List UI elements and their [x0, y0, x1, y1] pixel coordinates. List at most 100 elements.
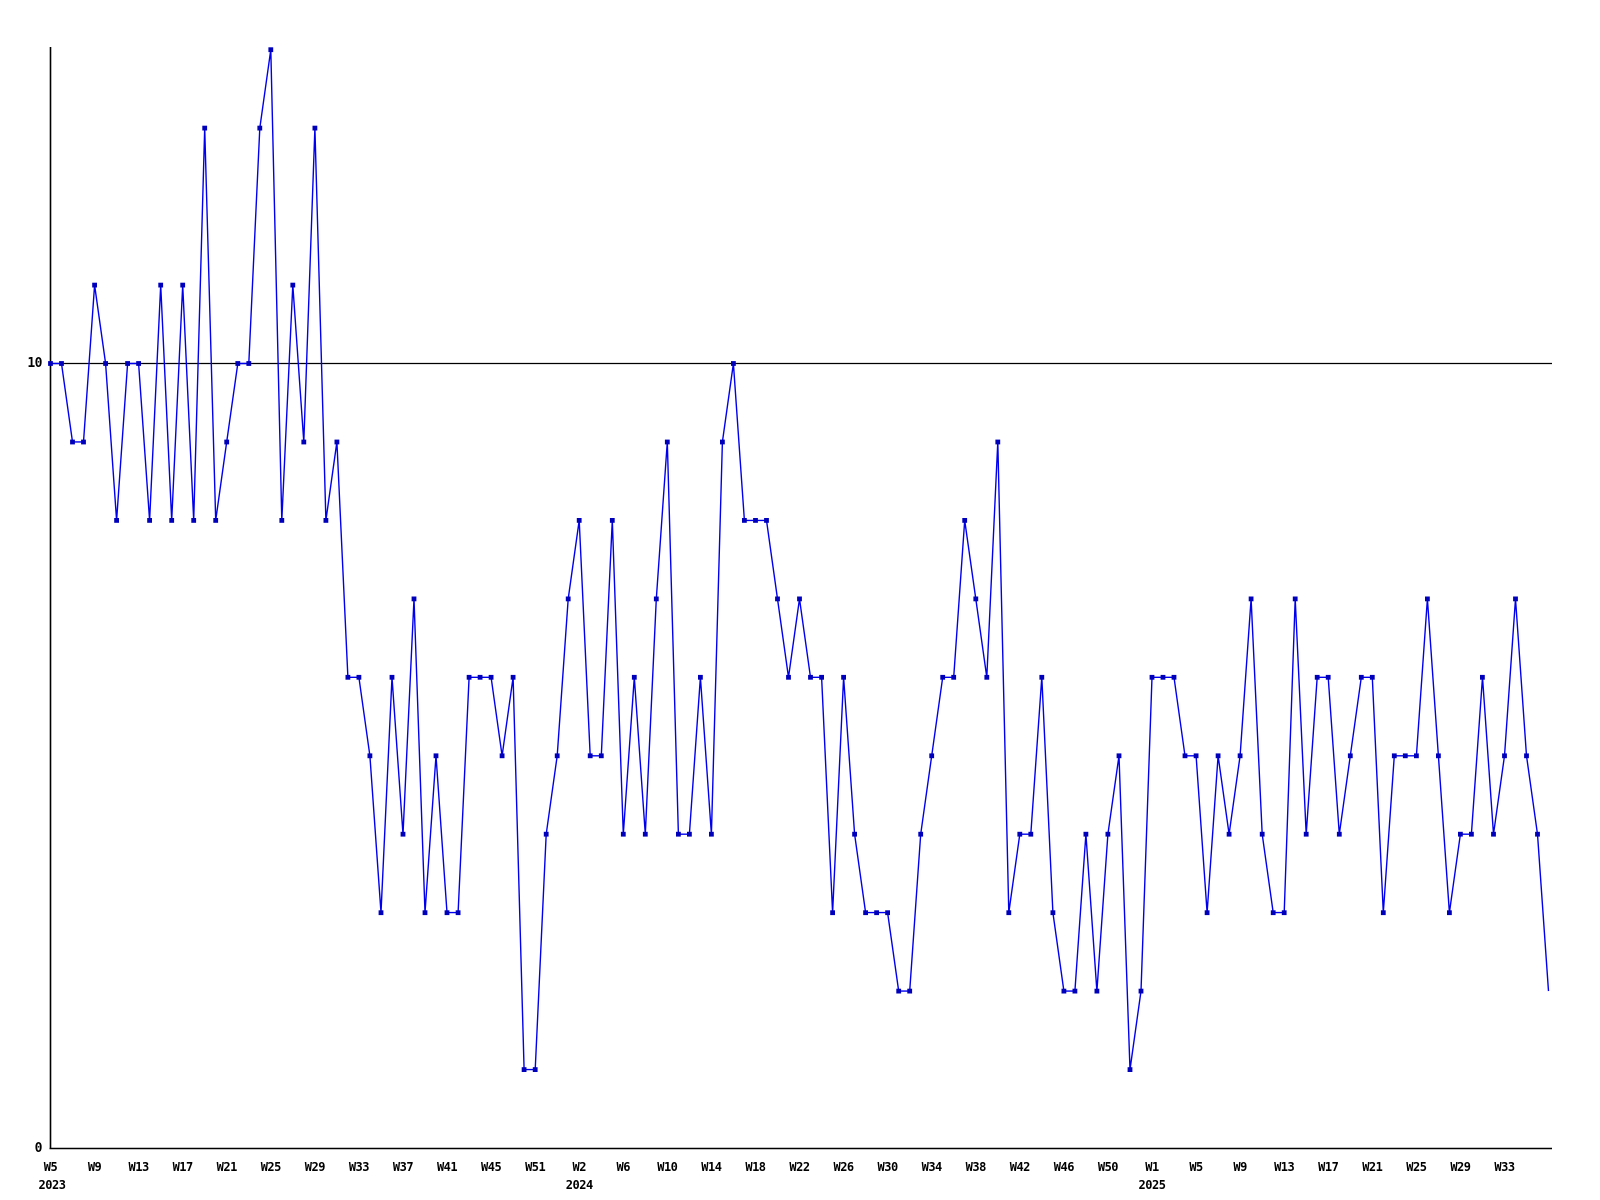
- data-point-marker: [1182, 753, 1188, 759]
- data-point-marker: [1149, 674, 1155, 680]
- data-point-marker: [1138, 988, 1144, 994]
- data-point-marker: [1083, 831, 1089, 837]
- data-point-marker: [698, 674, 703, 680]
- data-point-marker: [775, 596, 780, 602]
- data-point-marker: [367, 753, 373, 759]
- x-tick-label: W22: [789, 1160, 809, 1174]
- x-tick-label: W21: [217, 1160, 237, 1174]
- x-tick-label: W21: [1362, 1160, 1382, 1174]
- x-tick-label: W5: [44, 1160, 58, 1174]
- data-point-marker: [1447, 910, 1452, 916]
- x-tick-label: W38: [966, 1160, 986, 1174]
- data-point-marker: [356, 674, 362, 680]
- data-point-marker: [213, 518, 219, 523]
- x-tick-label: W26: [833, 1160, 853, 1174]
- data-point-marker: [1524, 753, 1529, 759]
- data-point-marker: [389, 674, 395, 680]
- data-point-marker: [929, 753, 935, 759]
- data-point-marker: [411, 596, 417, 602]
- data-point-marker: [1248, 596, 1254, 602]
- data-point-marker: [609, 518, 615, 523]
- data-point-marker: [1391, 753, 1397, 759]
- x-tick-label: W34: [922, 1160, 942, 1174]
- x-tick-label: W50: [1098, 1160, 1118, 1174]
- data-point-marker: [642, 831, 648, 837]
- x-tick-label: W2: [572, 1160, 586, 1174]
- data-point-marker: [510, 674, 516, 680]
- data-point-marker: [543, 831, 549, 837]
- data-point-marker: [70, 439, 75, 445]
- data-point-marker: [598, 753, 604, 759]
- data-point-marker: [863, 910, 868, 916]
- data-point-marker: [532, 1067, 538, 1072]
- x-tick-label: W51: [525, 1160, 545, 1174]
- data-point-marker: [400, 831, 406, 837]
- data-point-marker: [488, 674, 494, 680]
- data-point-marker: [1358, 674, 1364, 680]
- x-tick-label: W25: [261, 1160, 281, 1174]
- x-tick-label: W42: [1010, 1160, 1030, 1174]
- data-point-marker: [852, 831, 857, 837]
- data-point-marker: [687, 831, 692, 837]
- data-point-marker: [1469, 831, 1474, 837]
- data-point-marker: [444, 910, 450, 916]
- data-point-marker: [103, 361, 108, 366]
- data-point-marker: [620, 831, 626, 837]
- x-tick-label: W33: [1494, 1160, 1514, 1174]
- data-point-marker: [1006, 910, 1012, 916]
- x-tick-label: W13: [129, 1160, 149, 1174]
- data-point-marker: [1017, 831, 1023, 837]
- data-point-marker: [576, 518, 582, 523]
- data-point-marker: [1436, 753, 1441, 759]
- data-point-marker: [720, 439, 725, 445]
- data-point-marker: [257, 125, 263, 131]
- x-year-label: 2024: [566, 1178, 593, 1192]
- data-point-marker: [951, 674, 957, 680]
- data-point-marker: [1369, 674, 1375, 680]
- x-tick-label: W25: [1406, 1160, 1426, 1174]
- x-tick-label: W45: [481, 1160, 501, 1174]
- data-point-marker: [224, 439, 230, 445]
- data-point-marker: [433, 753, 439, 759]
- data-point-marker: [59, 361, 64, 366]
- data-point-marker: [1402, 753, 1408, 759]
- data-point-marker: [1061, 988, 1067, 994]
- data-point-marker: [830, 910, 835, 916]
- data-point-marker: [1336, 831, 1342, 837]
- x-tick-label: W10: [657, 1160, 677, 1174]
- x-tick-label: W29: [305, 1160, 325, 1174]
- data-point-marker: [1193, 753, 1199, 759]
- data-point-marker: [1160, 674, 1166, 680]
- x-tick-label: W46: [1054, 1160, 1074, 1174]
- data-point-marker: [136, 361, 141, 366]
- data-point-marker: [521, 1067, 527, 1072]
- data-point-marker: [731, 361, 736, 366]
- data-point-marker: [246, 361, 252, 366]
- data-point-marker: [973, 596, 979, 602]
- series-line: [50, 49, 1550, 1071]
- x-tick-label: W17: [1318, 1160, 1338, 1174]
- data-point-marker: [48, 361, 53, 366]
- data-point-marker: [455, 910, 461, 916]
- y-tick-label-10: 10: [27, 356, 42, 371]
- x-tick-label: W30: [878, 1160, 898, 1174]
- data-point-marker: [1116, 753, 1122, 759]
- data-point-marker: [907, 988, 913, 994]
- data-point-marker: [1094, 988, 1100, 994]
- data-point-marker: [1028, 831, 1034, 837]
- x-tick-label: W9: [1233, 1160, 1247, 1174]
- data-point-marker: [268, 47, 274, 53]
- x-year-label: 2025: [1139, 1178, 1166, 1192]
- data-point-marker: [1458, 831, 1463, 837]
- data-point-marker: [1226, 831, 1232, 837]
- data-point-marker: [962, 518, 968, 523]
- x-tick-label: W18: [745, 1160, 765, 1174]
- data-point-marker: [1270, 910, 1276, 916]
- x-tick-label: W33: [349, 1160, 369, 1174]
- x-tick-label: W37: [393, 1160, 413, 1174]
- data-point-marker: [1292, 596, 1298, 602]
- x-tick-label: W6: [617, 1160, 631, 1174]
- data-point-marker: [92, 282, 97, 288]
